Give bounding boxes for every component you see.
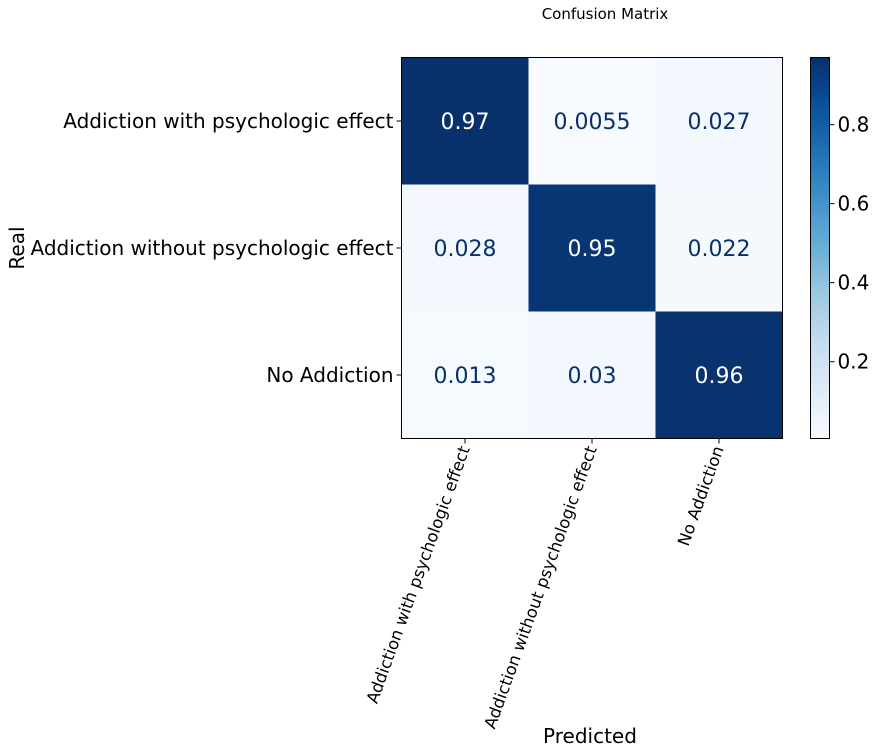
colorbar (810, 57, 830, 439)
cell-value-label: 0.028 (434, 237, 497, 262)
y-axis-ticks: Addiction with psychologic effect Addicti… (31, 109, 402, 387)
colorbar-tick-label: 0.8 (838, 113, 870, 137)
heatmap-cell (401, 57, 529, 185)
y-tick-label: Addiction without psychologic effect (31, 236, 394, 260)
colorbar-tick-label: 0.4 (838, 271, 870, 295)
x-axis-label: Predicted (543, 724, 637, 748)
heatmap-cell (528, 57, 656, 185)
cell-value-label: 0.96 (695, 364, 744, 389)
x-tick-label: Addiction with psychologic effect (363, 443, 474, 706)
heatmap-cells (401, 57, 783, 439)
cell-value-label: 0.027 (688, 110, 751, 135)
colorbar-tick-label: 0.6 (838, 192, 870, 216)
cell-value-label: 0.97 (441, 110, 490, 135)
cell-value-label: 0.03 (568, 364, 617, 389)
x-axis-ticks: Addiction with psychologic effect Addicti… (363, 438, 728, 731)
y-axis-label: Real (5, 226, 29, 269)
y-tick-label: Addiction with psychologic effect (63, 109, 393, 133)
heatmap-cell (528, 184, 656, 312)
cell-value-label: 0.022 (688, 237, 751, 262)
chart-title: Confusion Matrix (542, 5, 669, 23)
colorbar-tick-label: 0.2 (838, 350, 870, 374)
cell-value-label: 0.013 (434, 364, 497, 389)
y-tick-label: No Addiction (266, 363, 393, 387)
cell-value-label: 0.0055 (554, 110, 631, 135)
cell-value-label: 0.95 (568, 237, 617, 262)
heatmap-cell (655, 311, 783, 439)
heatmap-cell (401, 311, 529, 439)
heatmap-cell (401, 184, 529, 312)
heatmap-cell-labels: 0.97 0.0055 0.027 0.028 0.95 0.022 0.013 0.03 0.… (434, 110, 751, 389)
heatmap-cell (655, 184, 783, 312)
colorbar-ticks: 0.2 0.4 0.6 0.8 (829, 113, 870, 374)
x-tick-label: Addiction without psychologic effect (480, 443, 600, 731)
x-tick-label: No Addiction (674, 443, 728, 548)
heatmap-cell (655, 57, 783, 185)
heatmap-cell (528, 311, 656, 439)
